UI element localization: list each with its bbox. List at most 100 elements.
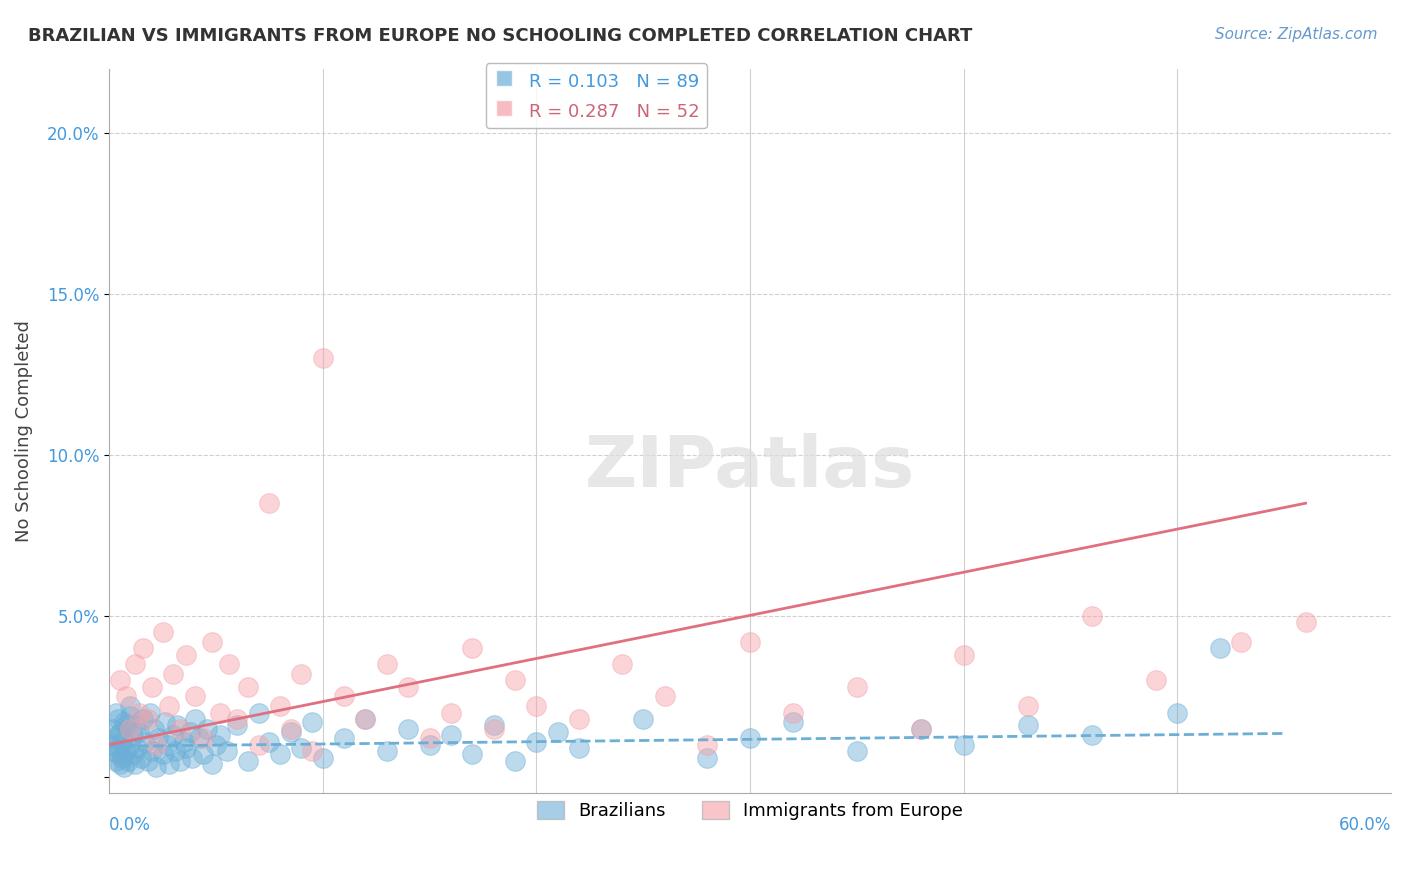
Point: [120, 708, 142, 723]
Point: [141, 744, 163, 758]
Point: [117, 754, 139, 768]
Point: [152, 625, 174, 640]
Point: [312, 750, 335, 764]
Point: [143, 722, 166, 736]
Point: [145, 760, 167, 774]
Point: [209, 728, 232, 742]
Point: [654, 690, 676, 704]
Point: [108, 741, 131, 756]
Point: [312, 351, 335, 366]
Text: 60.0%: 60.0%: [1339, 815, 1391, 833]
Point: [128, 724, 150, 739]
Point: [503, 754, 526, 768]
Point: [165, 744, 187, 758]
Point: [121, 728, 143, 742]
Point: [910, 722, 932, 736]
Point: [419, 731, 441, 746]
Point: [120, 699, 142, 714]
Point: [782, 706, 804, 720]
Point: [124, 718, 146, 732]
Point: [333, 731, 356, 746]
Point: [174, 648, 197, 662]
Point: [136, 754, 159, 768]
Point: [236, 754, 259, 768]
Point: [1017, 699, 1039, 714]
Point: [952, 648, 974, 662]
Point: [141, 680, 163, 694]
Point: [1230, 634, 1253, 648]
Point: [205, 738, 228, 752]
Text: 0.0%: 0.0%: [110, 815, 150, 833]
Point: [181, 750, 204, 764]
Point: [226, 718, 249, 732]
Point: [236, 680, 259, 694]
Legend: Brazilians, Immigrants from Europe: Brazilians, Immigrants from Europe: [530, 794, 970, 828]
Point: [301, 744, 323, 758]
Point: [148, 731, 170, 746]
Point: [696, 738, 718, 752]
Point: [696, 750, 718, 764]
Point: [396, 680, 419, 694]
Point: [738, 731, 761, 746]
Point: [375, 744, 398, 758]
Point: [183, 712, 205, 726]
Point: [301, 715, 323, 730]
Point: [259, 734, 281, 748]
Point: [107, 728, 129, 742]
Point: [115, 744, 138, 758]
Point: [157, 757, 180, 772]
Point: [526, 699, 548, 714]
Point: [120, 738, 142, 752]
Point: [162, 728, 184, 742]
Point: [419, 738, 441, 752]
Point: [153, 715, 176, 730]
Point: [129, 750, 152, 764]
Point: [104, 731, 127, 746]
Point: [375, 657, 398, 672]
Point: [218, 657, 240, 672]
Point: [280, 722, 302, 736]
Point: [187, 731, 209, 746]
Point: [440, 706, 463, 720]
Point: [134, 734, 156, 748]
Point: [111, 734, 134, 748]
Point: [738, 634, 761, 648]
Point: [482, 718, 505, 732]
Point: [162, 666, 184, 681]
Point: [461, 641, 484, 656]
Point: [100, 738, 122, 752]
Point: [201, 634, 224, 648]
Point: [169, 722, 191, 736]
Point: [112, 760, 135, 774]
Point: [259, 496, 281, 510]
Point: [568, 712, 591, 726]
Point: [845, 744, 868, 758]
Point: [290, 666, 312, 681]
Point: [197, 722, 219, 736]
Point: [247, 706, 270, 720]
Text: Source: ZipAtlas.com: Source: ZipAtlas.com: [1215, 27, 1378, 42]
Point: [482, 722, 505, 736]
Point: [136, 712, 159, 726]
Point: [269, 699, 291, 714]
Point: [107, 747, 129, 762]
Point: [354, 712, 377, 726]
Point: [1209, 641, 1232, 656]
Point: [183, 690, 205, 704]
Point: [138, 706, 160, 720]
Point: [121, 747, 143, 762]
Text: BRAZILIAN VS IMMIGRANTS FROM EUROPE NO SCHOOLING COMPLETED CORRELATION CHART: BRAZILIAN VS IMMIGRANTS FROM EUROPE NO S…: [28, 27, 973, 45]
Point: [108, 724, 131, 739]
Point: [209, 706, 232, 720]
Point: [1081, 728, 1104, 742]
Point: [1081, 609, 1104, 624]
Point: [115, 718, 138, 732]
Point: [104, 754, 127, 768]
Point: [290, 741, 312, 756]
Point: [280, 724, 302, 739]
Point: [503, 673, 526, 688]
Point: [125, 741, 148, 756]
Point: [1017, 718, 1039, 732]
Point: [610, 657, 633, 672]
Point: [226, 712, 249, 726]
